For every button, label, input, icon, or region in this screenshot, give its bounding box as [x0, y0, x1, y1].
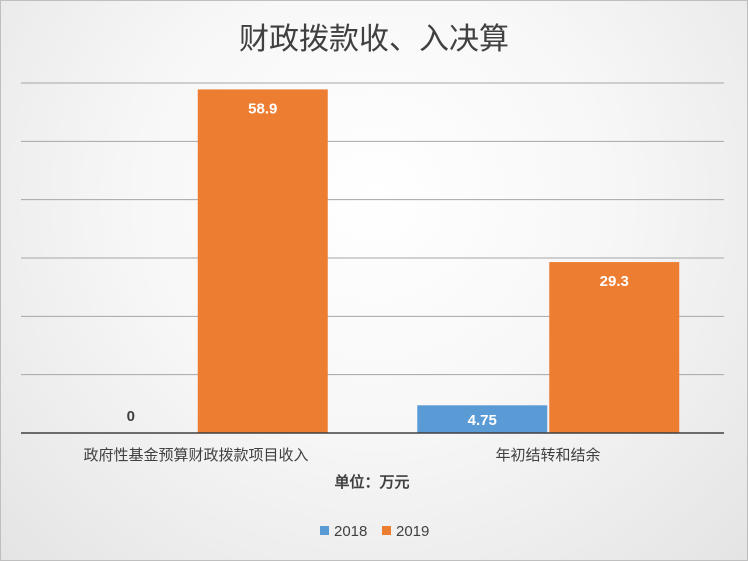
bar-2019-2 [549, 262, 680, 433]
bar-2019-1 [197, 89, 328, 434]
legend-swatch-2018 [320, 526, 329, 535]
data-labels: 0 58.9 4.75 29.3 [127, 100, 629, 429]
chart-title: 财政拨款收、入决算 [239, 22, 509, 57]
data-label-2018-2: 4.75 [468, 412, 497, 429]
x-axis-title: 单位：万元 [334, 473, 409, 491]
legend-label-2019: 2019 [396, 523, 429, 540]
bar-2018-2 [417, 405, 548, 433]
data-label-2018-1: 0 [127, 408, 135, 425]
category-label-2: 年初结转和结余 [495, 446, 600, 464]
legend: 2018 2019 [320, 523, 429, 540]
bars [197, 89, 680, 434]
data-label-2019-2: 29.3 [600, 273, 629, 290]
data-label-2019-1: 58.9 [248, 100, 277, 117]
category-label-1: 政府性基金预算财政拨款项目收入 [83, 446, 308, 464]
legend-swatch-2019 [382, 526, 391, 535]
legend-label-2018: 2018 [334, 523, 367, 540]
